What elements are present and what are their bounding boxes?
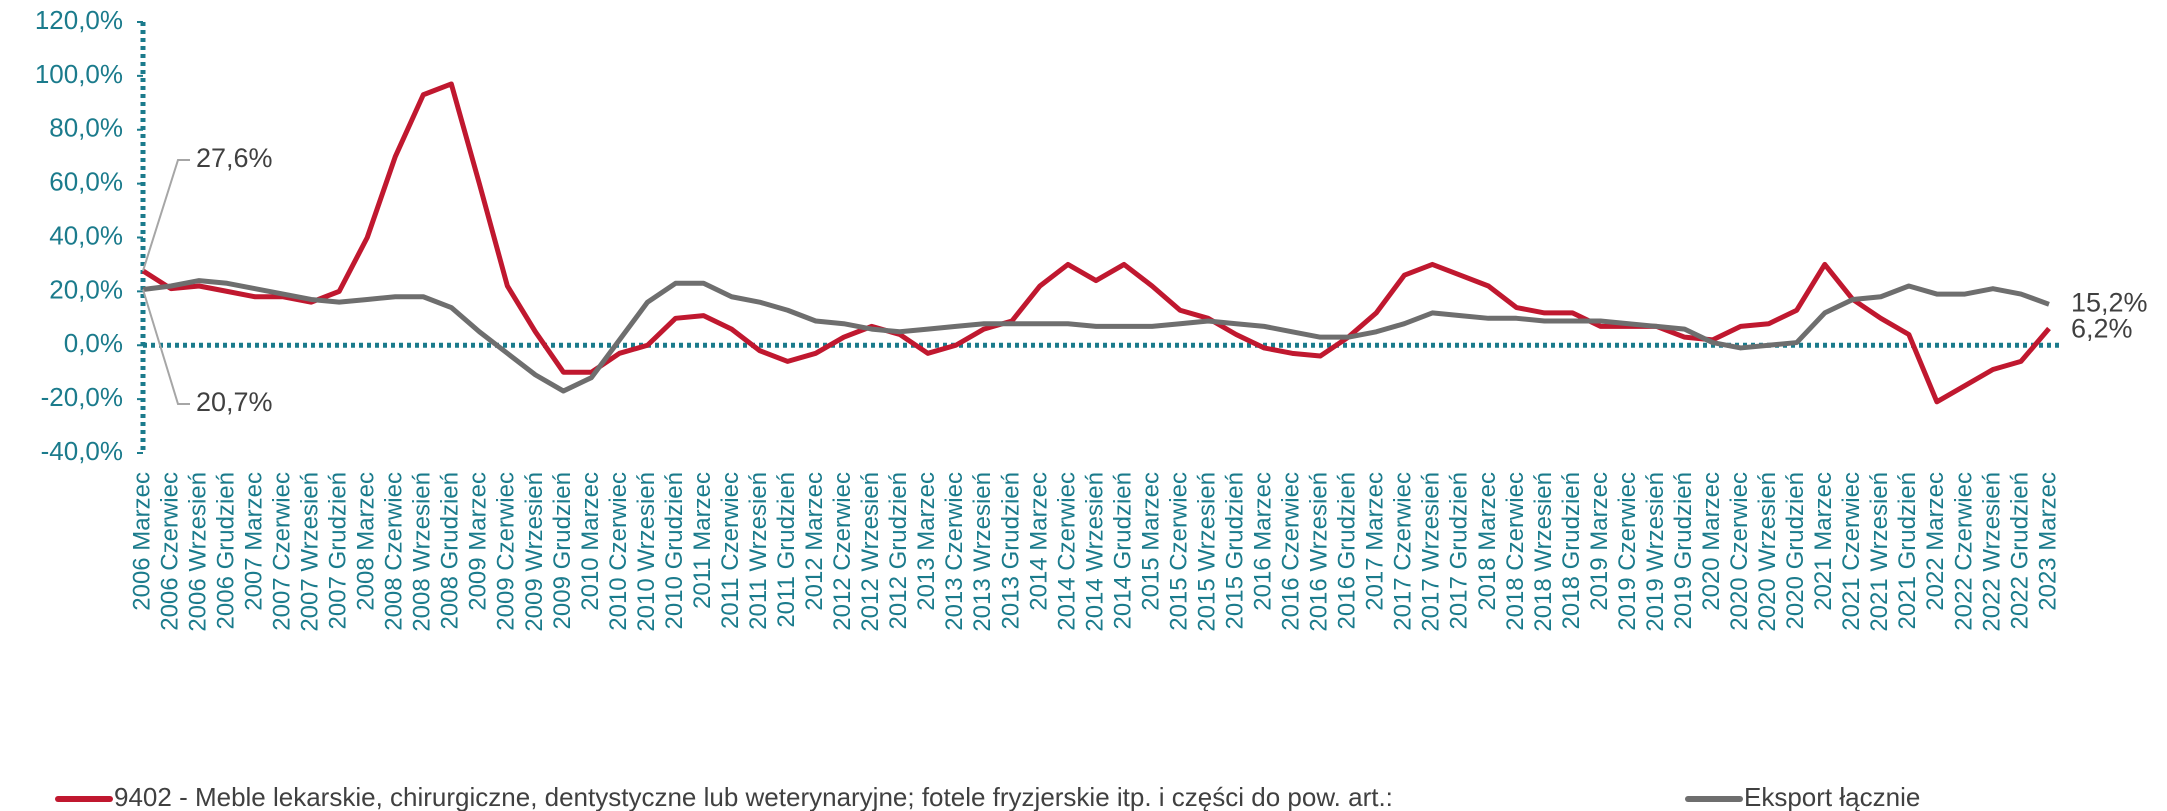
legend-label: Eksport łącznie: [1744, 782, 1920, 811]
x-tick-label: 2018 Czerwiec: [1502, 472, 1529, 631]
x-tick-label: 2011 Marzec: [689, 472, 716, 609]
value-label: 20,7%: [196, 387, 273, 417]
x-tick-label: 2015 Marzec: [1137, 472, 1164, 611]
x-tick-label: 2008 Grudzień: [437, 472, 464, 629]
x-tick-label: 2020 Czerwiec: [1726, 472, 1753, 631]
x-tick-label: 2016 Wrzesień: [1306, 472, 1333, 632]
x-tick-label: 2019 Czerwiec: [1614, 472, 1641, 631]
y-tick-label: 0,0%: [64, 328, 123, 358]
x-tick-label: 2008 Czerwiec: [381, 472, 408, 631]
x-tick-label: 2010 Wrzesień: [633, 472, 660, 632]
legend-label: 9402 - Meble lekarskie, chirurgiczne, de…: [114, 782, 1393, 811]
x-tick-label: 2014 Grudzień: [1109, 472, 1136, 629]
x-tick-label: 2020 Grudzień: [1782, 472, 1809, 629]
x-tick-label: 2009 Marzec: [465, 472, 492, 611]
x-tick-label: 2017 Marzec: [1362, 472, 1389, 611]
x-tick-label: 2010 Marzec: [577, 472, 604, 611]
x-tick-label: 2007 Grudzień: [325, 472, 352, 629]
x-tick-label: 2016 Czerwiec: [1278, 472, 1305, 631]
x-tick-label: 2015 Wrzesień: [1193, 472, 1220, 632]
x-tick-label: 2021 Marzec: [1810, 472, 1837, 611]
value-label: 27,6%: [196, 143, 273, 173]
x-tick-label: 2017 Wrzesień: [1418, 472, 1445, 632]
y-tick-label: 40,0%: [49, 220, 123, 250]
x-tick-label: 2023 Marzec: [2034, 472, 2061, 611]
x-tick-label: 2015 Czerwiec: [1165, 472, 1192, 631]
x-tick-label: 2006 Marzec: [128, 472, 155, 611]
x-tick-label: 2016 Grudzień: [1334, 472, 1361, 629]
x-tick-label: 2007 Wrzesień: [297, 472, 324, 632]
x-tick-label: 2015 Grudzień: [1221, 472, 1248, 629]
x-tick-label: 2021 Grudzień: [1894, 472, 1921, 629]
y-tick-label: -20,0%: [41, 382, 123, 412]
x-tick-label: 2011 Wrzesień: [745, 472, 772, 630]
x-tick-label: 2022 Wrzesień: [1978, 472, 2005, 632]
y-tick-label: 20,0%: [49, 274, 123, 304]
x-tick-label: 2018 Wrzesień: [1530, 472, 1557, 632]
y-tick-label: 60,0%: [49, 167, 123, 197]
x-tick-label: 2021 Wrzesień: [1866, 472, 1893, 632]
x-tick-label: 2013 Czerwiec: [941, 472, 968, 631]
x-tick-label: 2017 Grudzień: [1446, 472, 1473, 629]
series-line: [141, 81, 2051, 405]
value-label: 15,2%: [2071, 287, 2148, 317]
x-tick-label: 2007 Marzec: [240, 472, 267, 611]
x-tick-label: 2018 Grudzień: [1558, 472, 1585, 629]
x-tick-label: 2012 Marzec: [801, 472, 828, 611]
x-tick-label: 2021 Czerwiec: [1838, 472, 1865, 631]
x-tick-label: 2012 Czerwiec: [829, 472, 856, 631]
x-tick-label: 2014 Wrzesień: [1081, 472, 1108, 632]
y-tick-label: 100,0%: [35, 59, 123, 89]
x-tick-label: 2006 Czerwiec: [156, 472, 183, 631]
x-tick-label: 2014 Marzec: [1025, 472, 1052, 611]
x-tick-label: 2020 Marzec: [1698, 472, 1725, 611]
x-tick-label: 2009 Wrzesień: [521, 472, 548, 632]
x-tick-label: 2022 Marzec: [1922, 472, 1949, 611]
x-tick-label: 2008 Marzec: [353, 472, 380, 611]
x-tick-label: 2018 Marzec: [1474, 472, 1501, 611]
x-tick-label: 2009 Czerwiec: [493, 472, 520, 631]
x-tick-label: 2020 Wrzesień: [1754, 472, 1781, 632]
x-tick-label: 2022 Czerwiec: [1950, 472, 1977, 631]
x-tick-label: 2009 Grudzień: [549, 472, 576, 629]
series-line: [142, 278, 2050, 394]
x-tick-label: 2010 Czerwiec: [605, 472, 632, 631]
x-tick-label: 2016 Marzec: [1250, 472, 1277, 611]
leader-line: [142, 159, 190, 272]
leader-line: [142, 289, 190, 405]
x-tick-label: 2010 Grudzień: [661, 472, 688, 629]
x-tick-label: 2019 Grudzień: [1670, 472, 1697, 629]
x-tick-label: 2017 Czerwiec: [1390, 472, 1417, 631]
x-tick-label: 2008 Wrzesień: [409, 472, 436, 632]
x-tick-label: 2012 Grudzień: [885, 472, 912, 629]
x-tick-label: 2012 Wrzesień: [857, 472, 884, 632]
x-tick-label: 2019 Wrzesień: [1642, 472, 1669, 632]
x-tick-label: 2013 Grudzień: [997, 472, 1024, 629]
value-label: 6,2%: [2071, 314, 2133, 344]
x-tick-label: 2013 Marzec: [913, 472, 940, 611]
x-tick-label: 2006 Grudzień: [212, 472, 239, 629]
y-tick-label: -40,0%: [41, 436, 123, 466]
x-tick-label: 2013 Wrzesień: [969, 472, 996, 632]
y-tick-label: 80,0%: [49, 113, 123, 143]
x-tick-label: 2006 Wrzesień: [184, 472, 211, 632]
x-tick-label: 2011 Czerwiec: [717, 472, 744, 629]
x-tick-label: 2011 Grudzień: [773, 472, 800, 628]
x-tick-label: 2019 Marzec: [1586, 472, 1613, 611]
x-tick-label: 2014 Czerwiec: [1053, 472, 1080, 631]
y-tick-label: 120,0%: [35, 5, 123, 35]
x-tick-label: 2022 Grudzień: [2006, 472, 2033, 629]
x-tick-label: 2007 Czerwiec: [268, 472, 295, 631]
